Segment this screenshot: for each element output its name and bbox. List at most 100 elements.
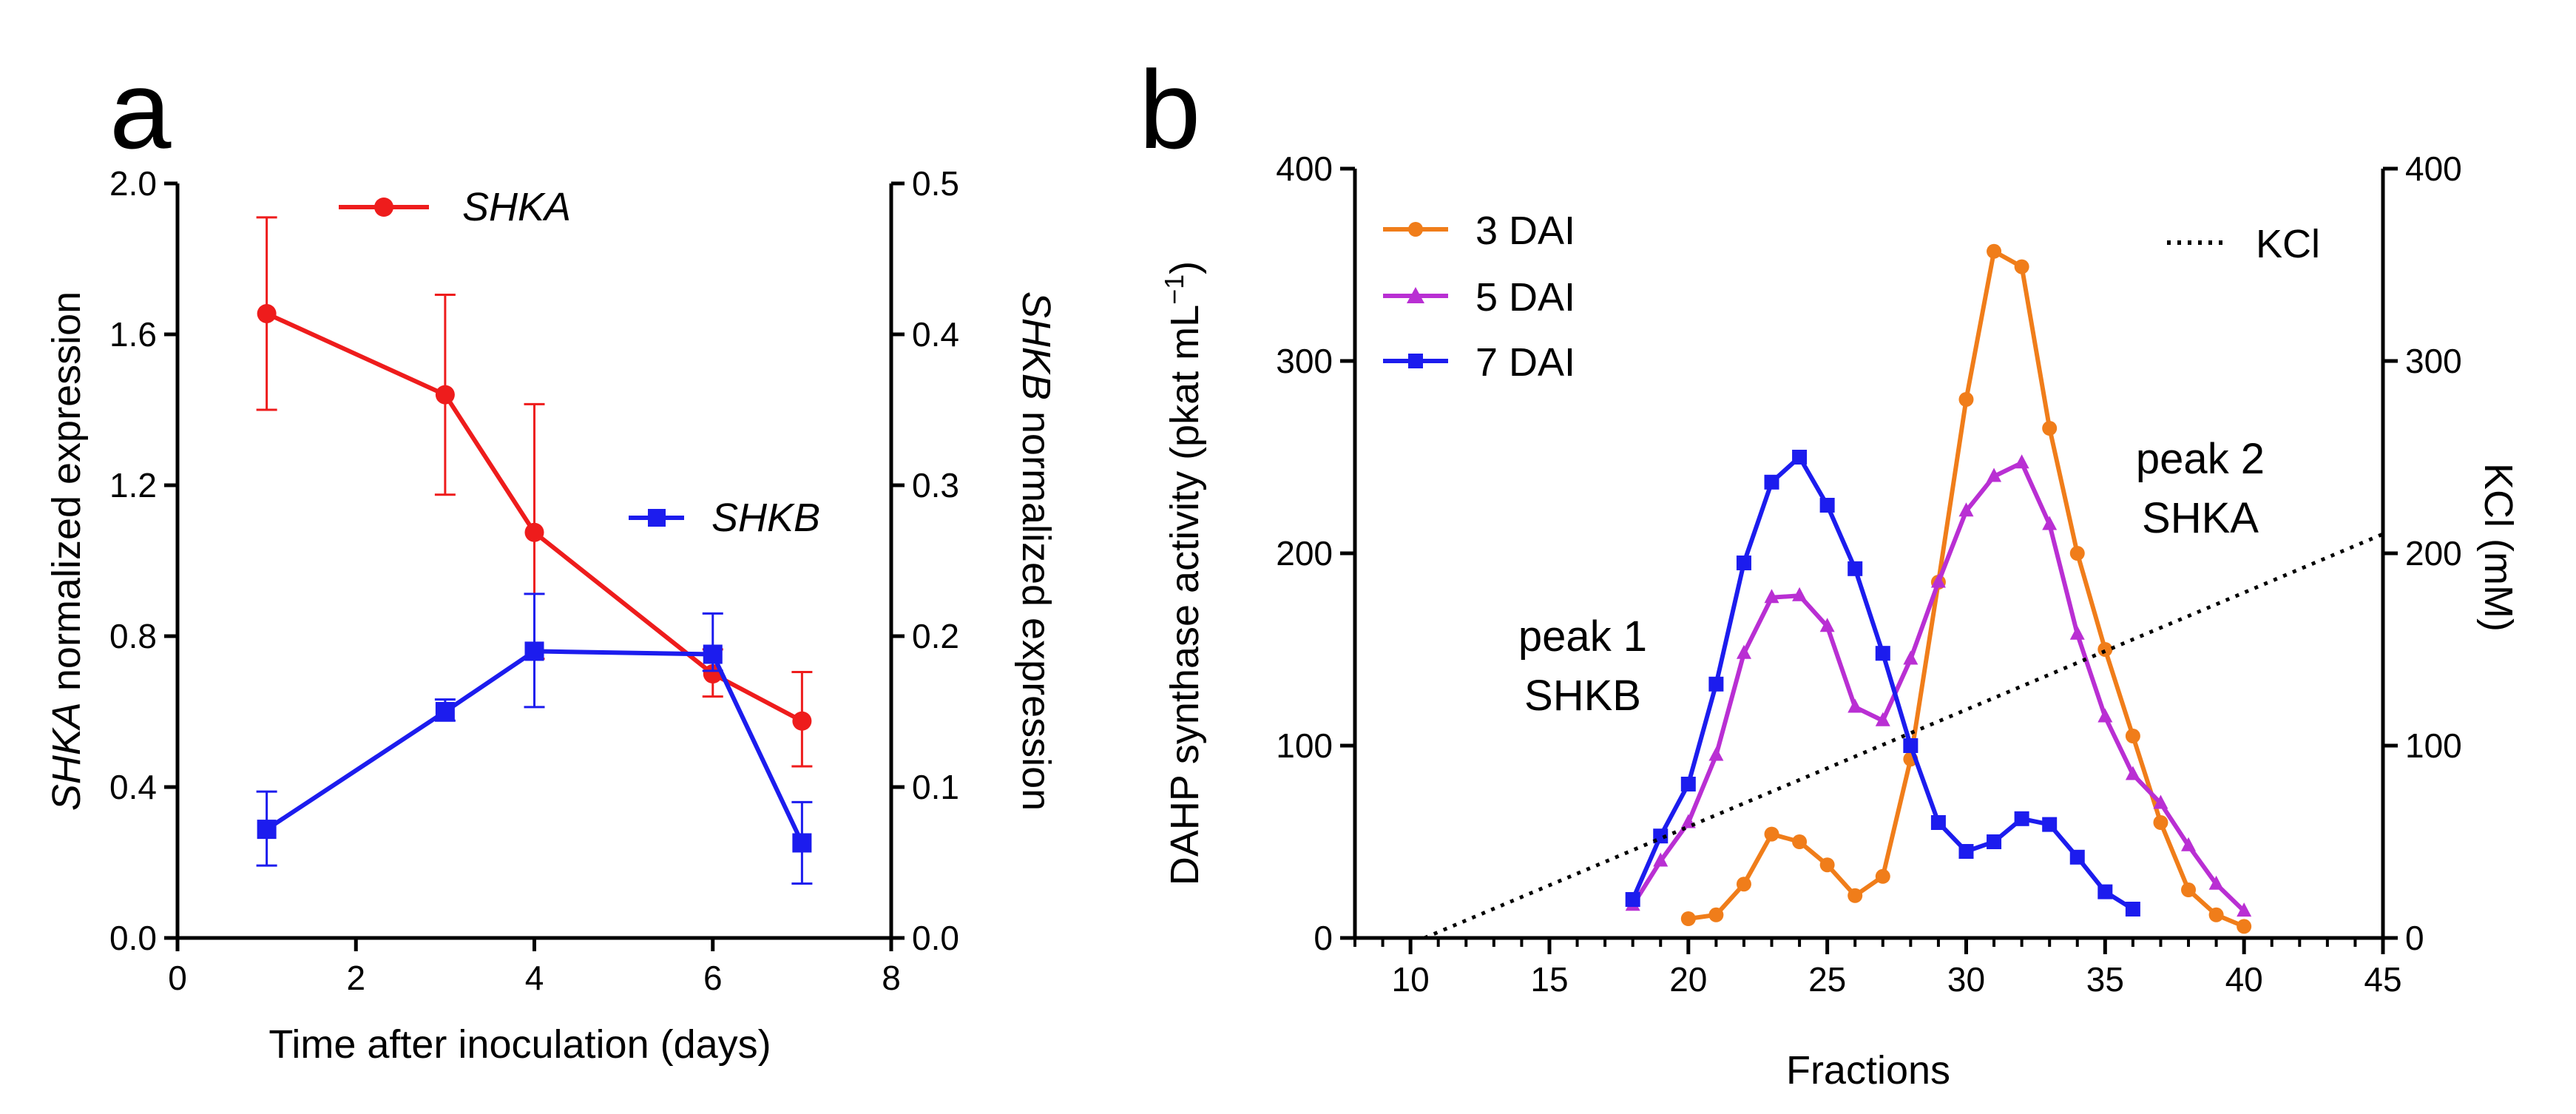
panel-b-x-axis-title: Fractions xyxy=(1786,1048,1950,1093)
shkb-gene-name: SHKB xyxy=(1014,291,1058,400)
5-dai-point xyxy=(1875,712,1890,726)
panel-b-x-tick-label: 10 xyxy=(1392,960,1430,999)
panel-a-axes: 0 2 4 6 8 0.0 0.4 0.8 1.2 1.6 2.0 0.0 0.1 0.2 0.3 0.4 0.… xyxy=(109,164,959,997)
panel-a-right-tick-label: 0.3 xyxy=(912,466,959,504)
shkb-point xyxy=(257,820,277,840)
3-dai-point xyxy=(1848,888,1863,903)
panel-a-right-tick-label: 0.5 xyxy=(912,164,959,203)
3-dai-point xyxy=(1708,907,1724,922)
shka-point xyxy=(257,303,277,323)
left-axis-title-text: DAHP synthase activity (pkat mL xyxy=(1163,305,1207,885)
5-dai-point xyxy=(1819,618,1835,632)
panel-b-left-tick-label: 0 xyxy=(1314,919,1333,957)
panel-a-right-tick-label: 0.1 xyxy=(912,768,959,806)
7-dai-point xyxy=(1708,676,1724,692)
panel-a-right-tick-label: 0.2 xyxy=(912,617,959,655)
3-dai-point xyxy=(2097,642,2113,657)
7-dai-point xyxy=(2014,811,2029,826)
3-dai-point xyxy=(1875,868,1890,884)
3-dai-point xyxy=(2153,815,2168,830)
7-dai-point xyxy=(1792,450,1808,465)
panel-a-x-tick-label: 0 xyxy=(168,959,187,997)
7-dai-point xyxy=(1903,738,1919,753)
7-dai-point xyxy=(1958,844,1974,859)
shka-point xyxy=(435,385,455,405)
panel-b-left-axis-title: DAHP synthase activity (pkat mL−1) xyxy=(1159,261,1208,885)
7-dai-point xyxy=(2069,849,2085,865)
7-dai-point xyxy=(1987,834,2002,849)
5-dai-point xyxy=(1764,589,1779,604)
annotation-peak-2: peak 2 SHKA xyxy=(2136,435,2265,542)
5-dai-point xyxy=(2069,625,2085,640)
7-dai-point xyxy=(2042,817,2058,832)
7-dai-point xyxy=(1875,646,1890,661)
legend-kcl: KCl xyxy=(2167,222,2320,266)
panel-a-right-axis-title: SHKB normalized expression xyxy=(1014,291,1058,811)
panel-a-left-tick-label: 0.8 xyxy=(109,617,157,655)
5-dai-point xyxy=(2097,708,2113,723)
7-dai-point xyxy=(1653,828,1669,844)
shka-point xyxy=(792,711,812,731)
legend-7dai-marker xyxy=(1408,354,1423,368)
panel-b-x-tick-label: 40 xyxy=(2225,960,2263,999)
annotation-peak-1-line-2: SHKB xyxy=(1524,672,1641,720)
panel-b: b 10 15 20 25 30 35 40 450100200300400010020030… xyxy=(1139,47,2521,1093)
3-dai-point xyxy=(1987,243,2002,259)
legend-5dai-label: 5 DAI xyxy=(1475,275,1575,320)
legend-shka: SHKA xyxy=(339,185,571,229)
legend-shkb-label: SHKB xyxy=(711,496,820,540)
panel-b-x-tick-label: 30 xyxy=(1947,960,1985,999)
panel-a-x-tick-label: 8 xyxy=(882,959,901,997)
shkb-point xyxy=(792,833,812,853)
3-dai-point xyxy=(2237,919,2252,934)
7-dai-point xyxy=(1848,561,1863,576)
3-dai-point xyxy=(2042,421,2058,436)
panel-a-left-axis-title: SHKA normalized expression xyxy=(44,291,89,811)
annotation-peak-2-line-1: peak 2 xyxy=(2136,435,2265,483)
panel-b-axes: 10 15 20 25 30 35 40 45010020030040001002003004… xyxy=(1276,149,2462,999)
panel-a-left-tick-label: 0.0 xyxy=(109,919,157,957)
5-dai-point xyxy=(1708,746,1724,761)
3-dai-point xyxy=(2014,259,2029,274)
kcl-line xyxy=(1423,532,2384,940)
left-axis-title-rest: normalized expression xyxy=(44,291,89,702)
panel-b-right-tick-label: 300 xyxy=(2405,342,2462,380)
3-dai-point xyxy=(2208,907,2224,922)
5-dai-point xyxy=(2237,902,2252,917)
7-dai-point xyxy=(1930,815,1946,830)
7-dai-point xyxy=(1764,474,1779,490)
panel-b-left-tick-label: 200 xyxy=(1276,534,1333,573)
right-axis-title-rest: normalized expression xyxy=(1014,400,1058,811)
5-dai-point xyxy=(1792,587,1808,601)
panel-a-x-axis-title: Time after inoculation (days) xyxy=(268,1022,771,1067)
panel-b-x-tick-label: 35 xyxy=(2086,960,2124,999)
panel-a: a 0 2 4 6 8 0.0 0.4 0.8 1.2 1.6 2.0 0.0 0.1 0.2 0.3 0.4… xyxy=(44,47,1058,1067)
legend-5dai-marker xyxy=(1407,287,1424,303)
panel-a-left-tick-label: 1.2 xyxy=(109,466,157,504)
3-dai-point xyxy=(1819,857,1835,873)
legend-3dai: 3 DAI xyxy=(1383,209,1575,253)
annotation-peak-1: peak 1 SHKB xyxy=(1518,612,1647,720)
5-dai-point xyxy=(1848,698,1863,713)
panel-a-letter: a xyxy=(109,47,172,172)
legend-5dai: 5 DAI xyxy=(1383,275,1575,320)
3-dai-point xyxy=(2069,546,2085,561)
legend-7dai-label: 7 DAI xyxy=(1475,340,1575,385)
7-dai-point xyxy=(2097,884,2113,899)
panel-a-right-tick-label: 0.0 xyxy=(912,919,959,957)
panel-a-x-tick-label: 6 xyxy=(703,959,723,997)
panel-a-plot-area xyxy=(256,216,813,885)
panel-b-letter: b xyxy=(1139,47,1200,172)
panel-b-right-tick-label: 0 xyxy=(2405,919,2424,957)
5-dai-point xyxy=(2125,766,2140,780)
5-dai-point xyxy=(1903,650,1919,665)
5-dai-point xyxy=(2208,875,2224,890)
panel-b-legend: 3 DAI 5 DAI 7 DAI KCl xyxy=(1383,209,2320,385)
legend-shkb: SHKB xyxy=(629,496,820,540)
7-dai-point xyxy=(1625,892,1640,907)
panel-b-x-tick-label: 45 xyxy=(2364,960,2401,999)
panel-b-plot-area xyxy=(1423,243,2384,940)
annotation-peak-2-line-2: SHKA xyxy=(2142,494,2259,542)
panel-b-x-tick-label: 15 xyxy=(1530,960,1568,999)
annotation-peak-1-line-1: peak 1 xyxy=(1518,612,1647,661)
